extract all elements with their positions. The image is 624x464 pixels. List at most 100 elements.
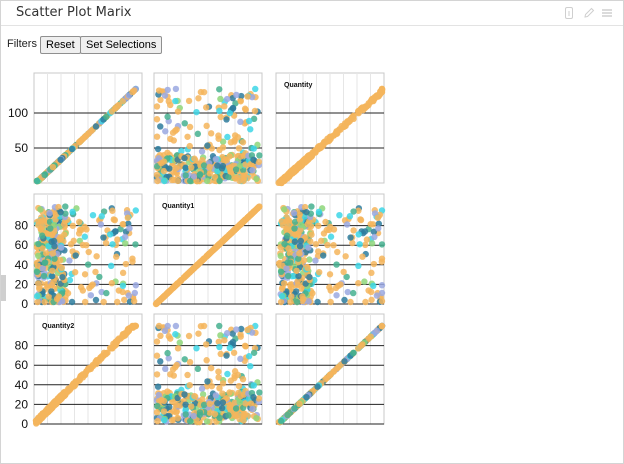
scatter-point	[49, 267, 56, 274]
scatter-point	[302, 234, 309, 241]
scatter-point	[297, 226, 304, 234]
scatter-point	[92, 123, 100, 130]
scatter-point	[230, 349, 238, 356]
scatter-point	[215, 338, 222, 345]
scatter-point	[219, 144, 227, 151]
scatter-point	[239, 376, 247, 383]
scatter-point	[160, 167, 168, 175]
scatter-point	[355, 262, 362, 270]
scatter-point	[293, 267, 300, 274]
scatter-matrix-chart[interactable]: 50 100 0 20 40 60 80 0 20 40 60 80 Quantity2 Quantity…	[1, 61, 401, 433]
scatter-point	[330, 241, 337, 249]
set-selections-button[interactable]: Set Selections	[80, 36, 163, 54]
scatter-point	[66, 276, 74, 284]
scatter-point	[38, 223, 46, 231]
scatter-point	[247, 400, 255, 407]
scatter-point	[224, 133, 231, 141]
resize-handle[interactable]	[1, 275, 6, 301]
edit-icon[interactable]	[583, 7, 595, 19]
scatter-point	[355, 231, 362, 238]
scatter-point	[256, 152, 263, 159]
y-tick-label: 20	[15, 397, 29, 411]
scatter-point	[324, 241, 331, 249]
scatter-point	[317, 237, 325, 245]
scatter-point	[347, 234, 354, 241]
scatter-point	[62, 203, 69, 210]
scatter-point	[167, 371, 174, 378]
scatter-point	[96, 273, 103, 281]
diagonal-point	[154, 298, 162, 306]
scatter-point	[357, 216, 365, 224]
scatter-point	[49, 250, 57, 257]
scatter-point	[250, 349, 258, 356]
scatter-point	[378, 282, 386, 289]
scatter-point	[237, 392, 244, 400]
variable-label: Quantity2	[42, 323, 74, 330]
scatter-point	[378, 297, 386, 305]
scatter-point	[43, 250, 50, 257]
diagonal-point	[167, 287, 174, 294]
scatter-point	[181, 154, 188, 162]
scatter-point	[305, 298, 312, 305]
scatter-point	[217, 350, 224, 358]
scatter-point	[203, 122, 210, 130]
scatter-point	[203, 418, 211, 425]
scatter-point	[109, 207, 116, 214]
scatter-point	[315, 208, 323, 216]
scatter-point	[119, 269, 127, 277]
scatter-point	[223, 116, 230, 123]
scatter-point	[51, 255, 58, 262]
scatter-point	[216, 343, 223, 351]
scatter-point	[173, 126, 180, 133]
scatter-point	[111, 216, 118, 224]
scatter-point	[52, 216, 59, 223]
scatter-point	[193, 108, 200, 116]
scatter-point	[92, 268, 99, 276]
scatter-point	[155, 322, 163, 330]
scatter-point	[215, 374, 222, 381]
scatter-point	[347, 298, 354, 306]
diagonal-point	[323, 138, 330, 145]
scatter-point	[49, 163, 57, 171]
scatter-point	[237, 118, 244, 126]
scatter-point	[295, 272, 302, 280]
scatter-point	[334, 248, 341, 256]
scatter-point	[79, 287, 87, 294]
scatter-point	[215, 368, 222, 375]
scatter-point	[322, 218, 329, 226]
scatter-point	[296, 400, 303, 408]
scatter-point	[303, 393, 310, 401]
reset-button[interactable]: Reset	[40, 36, 81, 54]
scatter-point	[182, 411, 189, 418]
scatter-point	[373, 292, 381, 299]
scatter-point	[249, 405, 256, 413]
scatter-point	[64, 290, 72, 297]
scatter-point	[160, 397, 168, 405]
scatter-point	[293, 298, 301, 306]
scatter-point	[330, 226, 338, 233]
scatter-point	[199, 396, 206, 403]
scatter-point	[76, 218, 83, 226]
diagonal-point	[226, 231, 233, 238]
menu-icon[interactable]	[601, 7, 613, 19]
scatter-point	[237, 333, 244, 340]
scatter-point	[226, 344, 234, 352]
scatter-point	[121, 240, 129, 247]
scatter-point	[231, 368, 239, 375]
scatter-point	[161, 177, 168, 185]
scatter-point	[40, 218, 48, 225]
scatter-point	[216, 177, 223, 184]
scatter-point	[217, 95, 224, 103]
info-icon[interactable]	[563, 7, 575, 19]
scatter-point	[186, 177, 194, 185]
scatter-point	[221, 337, 228, 344]
scatter-point	[164, 149, 171, 156]
scatter-point	[327, 287, 334, 294]
scatter-point	[57, 244, 65, 251]
scatter-point	[172, 331, 179, 338]
scatter-point	[202, 341, 210, 348]
scatter-point	[250, 115, 258, 123]
scatter-point	[234, 411, 241, 419]
scatter-point	[186, 381, 193, 389]
diagonal-point	[57, 393, 64, 401]
